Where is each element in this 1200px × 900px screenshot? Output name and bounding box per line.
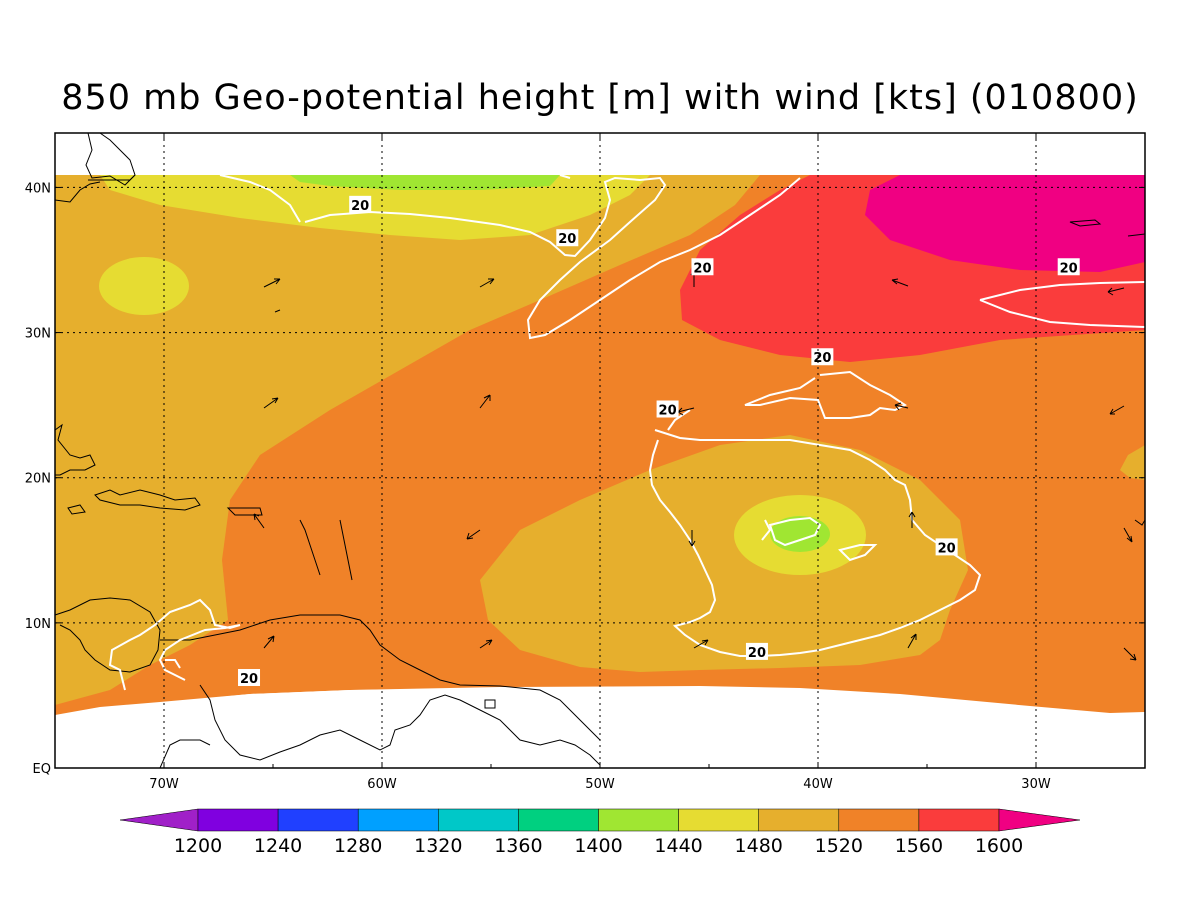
contour-label-box [1057,258,1080,276]
band-1520-east [1120,445,1145,480]
colorbar-label: 1320 [414,835,462,857]
wind-arrow [1109,405,1125,415]
x-tick-label: 30W [1021,777,1051,792]
wind-arrow [263,635,275,649]
contour-label: 20 [938,541,956,556]
x-tick-label: 60W [367,777,397,792]
contour-label-box [745,642,768,660]
wind-arrow [479,278,495,288]
grid-lines [55,133,1145,768]
band-1480-blob [99,257,189,315]
band-1440-low [770,516,830,552]
wind-arrow [263,278,281,288]
wind-arrow [274,309,281,313]
wind-vectors [253,269,1137,661]
contour-label: 20 [659,403,677,418]
coastlines [54,132,1146,769]
contour-label-box [935,538,958,556]
x-tick-label: 70W [149,777,179,792]
contour-label: 20 [240,672,258,687]
wind-arrow [263,397,279,409]
colorbar-label: 1600 [975,835,1023,857]
wind-arrow [908,511,916,528]
contour-labels: 20 20 20 20 20 20 20 20 20 [238,195,1080,687]
band-1640 [865,175,1145,272]
wind-arrow [479,394,491,409]
wind-arrow [894,402,909,411]
colorbar-swatch [918,808,1000,832]
contour-label: 20 [558,232,576,247]
wind-arrow [1107,287,1125,296]
contour-label: 20 [813,351,831,366]
colorbar-label: 1480 [735,835,783,857]
contour-label-box [656,400,679,418]
contour-label: 20 [351,199,369,214]
contour-label: 20 [1060,261,1078,276]
colorbar-label: 1240 [254,835,302,857]
colorbar-swatch [758,808,840,832]
colorbar-label: 1520 [815,835,863,857]
band-1520-northwest [55,175,760,705]
contour-label-box [556,229,579,247]
colorbar-label: 1400 [574,835,622,857]
colorbar-label: 1200 [174,835,222,857]
y-tick-label: EQ [33,762,51,777]
y-tick-label: 30N [25,327,51,342]
wind-arrow [907,633,917,649]
contour-label-box [349,195,372,213]
band-1480-north [100,175,650,240]
wind-arrow [891,278,909,287]
wind-arrow [253,513,265,529]
contour-label: 20 [748,646,766,661]
colorbar-swatch [277,808,359,832]
colorbar-swatch [518,808,599,832]
colorbar-extend-high [998,808,1081,832]
y-tick-label: 40N [25,181,51,196]
x-tick-label: 40W [803,777,833,792]
band-1440-north [290,175,560,190]
band-1520-central [480,435,968,672]
contour-label-box [811,348,834,366]
y-axis-ticks: EQ 10N 20N 30N 40N [25,181,1145,777]
colorbar-swatch [678,808,759,832]
colorbar-swatch [598,808,679,832]
colorbar: 1200 1240 1280 1320 1360 1400 1440 1480 1520 1560… [119,808,1081,857]
colorbar-label: 1360 [494,835,542,857]
wind-arrow [1123,647,1137,661]
wind-arrow [466,529,481,540]
colorbar-swatch [838,808,920,832]
chart-title: 850 mb Geo-potential height [m] with win… [61,78,1139,118]
colorbar-label: 1280 [334,835,382,857]
colorbar-label: 1440 [654,835,702,857]
colorbar-extend-low [119,808,199,832]
wind-arrow [688,530,696,547]
colorbar-swatch [357,808,439,832]
wind-contours [108,174,1146,691]
contour-label-box [691,258,714,276]
wind-arrow [479,639,493,649]
colorbar-swatch [197,808,279,832]
wind-arrow [693,639,709,649]
colorbar-swatch [438,808,519,832]
wind-arrow [677,407,695,416]
contour-label-box [238,669,261,687]
colorbar-label: 1560 [895,835,943,857]
wind-arrow [1123,527,1133,543]
x-tick-label: 50W [585,777,615,792]
x-axis-ticks: 70W 60W 50W 40W 30W [54,133,1146,792]
y-tick-label: 20N [25,472,51,487]
y-tick-label: 10N [25,617,51,632]
contour-label: 20 [693,261,711,276]
